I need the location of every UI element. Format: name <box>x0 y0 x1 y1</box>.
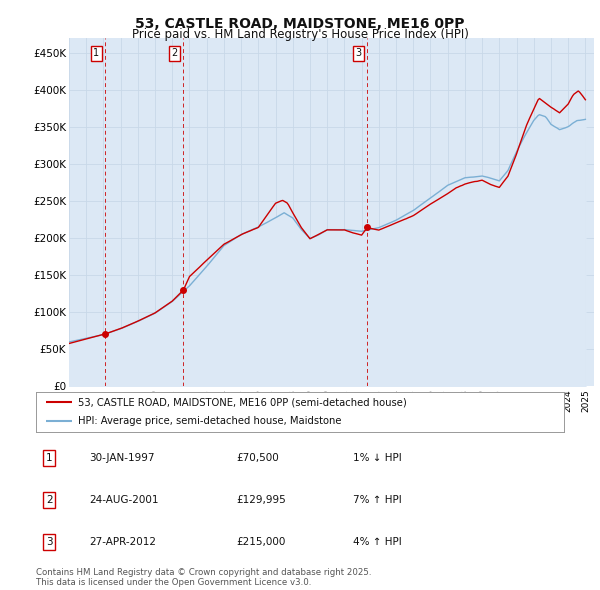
Text: Price paid vs. HM Land Registry's House Price Index (HPI): Price paid vs. HM Land Registry's House … <box>131 28 469 41</box>
Text: 4% ↑ HPI: 4% ↑ HPI <box>353 537 401 548</box>
Text: 1% ↓ HPI: 1% ↓ HPI <box>353 453 401 463</box>
Text: 53, CASTLE ROAD, MAIDSTONE, ME16 0PP: 53, CASTLE ROAD, MAIDSTONE, ME16 0PP <box>135 17 465 31</box>
Text: HPI: Average price, semi-detached house, Maidstone: HPI: Average price, semi-detached house,… <box>78 417 342 427</box>
Text: £70,500: £70,500 <box>236 453 280 463</box>
Text: 1: 1 <box>93 48 99 58</box>
Text: 53, CASTLE ROAD, MAIDSTONE, ME16 0PP (semi-detached house): 53, CASTLE ROAD, MAIDSTONE, ME16 0PP (se… <box>78 397 407 407</box>
Text: Contains HM Land Registry data © Crown copyright and database right 2025.
This d: Contains HM Land Registry data © Crown c… <box>36 568 371 587</box>
Text: 2: 2 <box>46 495 53 505</box>
Text: 3: 3 <box>46 537 53 548</box>
Text: £129,995: £129,995 <box>236 495 286 505</box>
Text: 1: 1 <box>46 453 53 463</box>
Text: 2: 2 <box>172 48 178 58</box>
Text: £215,000: £215,000 <box>236 537 286 548</box>
Text: 24-AUG-2001: 24-AUG-2001 <box>89 495 158 505</box>
Text: 27-APR-2012: 27-APR-2012 <box>89 537 156 548</box>
Text: 3: 3 <box>356 48 362 58</box>
Text: 7% ↑ HPI: 7% ↑ HPI <box>353 495 401 505</box>
Text: 30-JAN-1997: 30-JAN-1997 <box>89 453 154 463</box>
